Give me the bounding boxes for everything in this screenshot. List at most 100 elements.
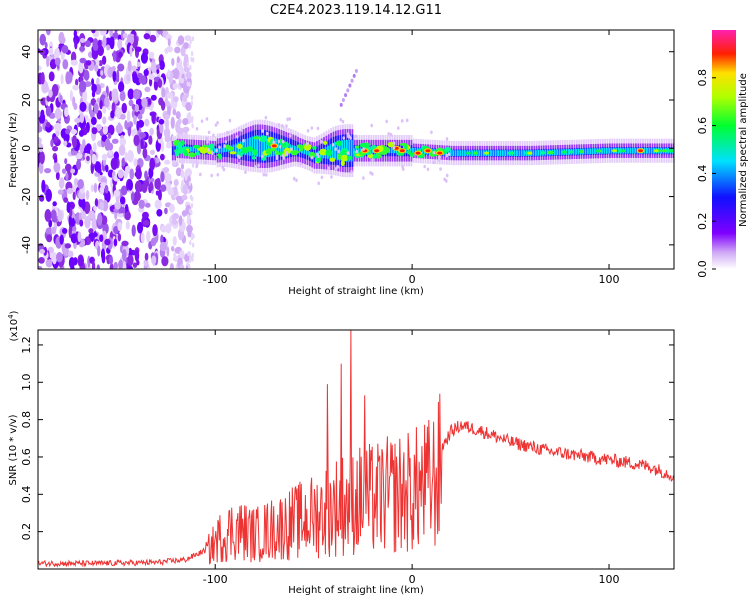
noise-speck xyxy=(109,36,115,50)
noise-speck xyxy=(164,159,171,165)
band-inner xyxy=(175,145,178,151)
noise-speck xyxy=(339,102,343,107)
noise-speck xyxy=(38,137,42,145)
noise-speck xyxy=(82,90,88,103)
noise-speck xyxy=(115,124,123,134)
noise-speck xyxy=(54,57,61,66)
noise-speck xyxy=(83,69,90,81)
noise-speck xyxy=(64,163,72,172)
noise-speck xyxy=(262,172,266,177)
noise-speck xyxy=(272,140,276,144)
noise-speck xyxy=(445,173,449,178)
noise-speck xyxy=(266,131,269,136)
noise-speck xyxy=(207,147,210,152)
noise-speck xyxy=(48,47,54,56)
noise-speck xyxy=(175,167,182,177)
noise-speck xyxy=(362,176,365,180)
noise-speck xyxy=(112,70,117,82)
noise-speck xyxy=(124,151,128,163)
noise-speck xyxy=(191,116,194,122)
colorbar-tick-label: 0.2 xyxy=(696,212,709,230)
noise-speck xyxy=(48,219,53,228)
noise-speck xyxy=(150,94,157,101)
noise-speck xyxy=(95,123,103,132)
band-blob xyxy=(251,156,257,160)
noise-speck xyxy=(257,163,260,168)
noise-speck xyxy=(141,97,148,108)
band-inner xyxy=(263,135,266,158)
noise-speck xyxy=(112,50,117,62)
noise-speck xyxy=(96,110,103,120)
band-inner xyxy=(251,136,254,157)
band-inner xyxy=(471,150,473,157)
noise-speck xyxy=(147,98,152,105)
band-inner xyxy=(643,147,646,154)
noise-speck xyxy=(90,184,95,192)
band-inner xyxy=(336,141,339,161)
noise-speck xyxy=(109,30,113,39)
noise-speck xyxy=(69,89,73,102)
band-blob xyxy=(177,142,183,149)
noise-speck xyxy=(56,251,63,263)
spectrogram-y-axis-label: Frequency (Hz) xyxy=(8,112,19,188)
noise-speck xyxy=(78,255,84,267)
noise-speck xyxy=(93,182,98,193)
noise-speck xyxy=(111,88,119,102)
noise-speck xyxy=(437,158,441,162)
band-blob xyxy=(252,148,258,156)
noise-speck xyxy=(195,127,199,131)
noise-speck xyxy=(107,132,112,139)
band-blob xyxy=(177,147,186,154)
noise-speck xyxy=(154,199,162,210)
noise-speck xyxy=(354,134,357,139)
band-hotspot xyxy=(437,151,443,155)
noise-speck xyxy=(180,169,185,179)
noise-speck xyxy=(119,137,127,147)
band-blob xyxy=(202,144,208,148)
band-inner xyxy=(603,147,606,154)
colorbar: 0.0 0.2 0.4 0.6 0.8 Normalized spectral ampl… xyxy=(696,30,749,278)
band-inner xyxy=(353,148,355,154)
band-inner xyxy=(244,139,247,156)
noise-speck xyxy=(371,172,374,176)
noise-speck xyxy=(150,62,157,74)
band-blob xyxy=(340,160,345,167)
noise-speck xyxy=(102,35,107,48)
band-inner xyxy=(211,148,214,153)
noise-speck xyxy=(76,30,80,35)
noise-speck xyxy=(327,166,330,170)
noise-speck xyxy=(299,162,302,166)
band-blob xyxy=(218,154,223,160)
noise-speck xyxy=(45,227,53,235)
noise-speck xyxy=(118,206,126,214)
noise-speck xyxy=(104,138,111,151)
band-inner xyxy=(610,147,613,154)
band-blob xyxy=(188,152,196,158)
snr-x-tick-label: 0 xyxy=(409,573,416,586)
band-inner xyxy=(589,148,592,155)
band-blob xyxy=(444,147,452,152)
noise-speck xyxy=(39,33,47,46)
noise-speck xyxy=(132,73,138,84)
noise-speck xyxy=(253,165,257,169)
noise-speck xyxy=(82,138,86,149)
noise-speck xyxy=(97,245,101,257)
band-blob xyxy=(224,144,231,150)
band-inner xyxy=(537,150,540,156)
noise-speck xyxy=(111,65,116,72)
noise-speck xyxy=(101,55,107,65)
noise-speck xyxy=(45,30,51,36)
noise-speck xyxy=(210,173,213,178)
noise-speck xyxy=(277,123,281,127)
noise-speck xyxy=(112,32,119,39)
snr-x-tick-label: -100 xyxy=(203,573,228,586)
noise-speck xyxy=(191,36,195,42)
noise-speck xyxy=(44,41,48,49)
band-inner xyxy=(480,150,483,157)
noise-speck xyxy=(275,156,279,161)
noise-speck xyxy=(316,126,320,131)
noise-speck xyxy=(46,56,50,68)
noise-speck xyxy=(215,148,218,153)
noise-speck xyxy=(93,205,97,212)
